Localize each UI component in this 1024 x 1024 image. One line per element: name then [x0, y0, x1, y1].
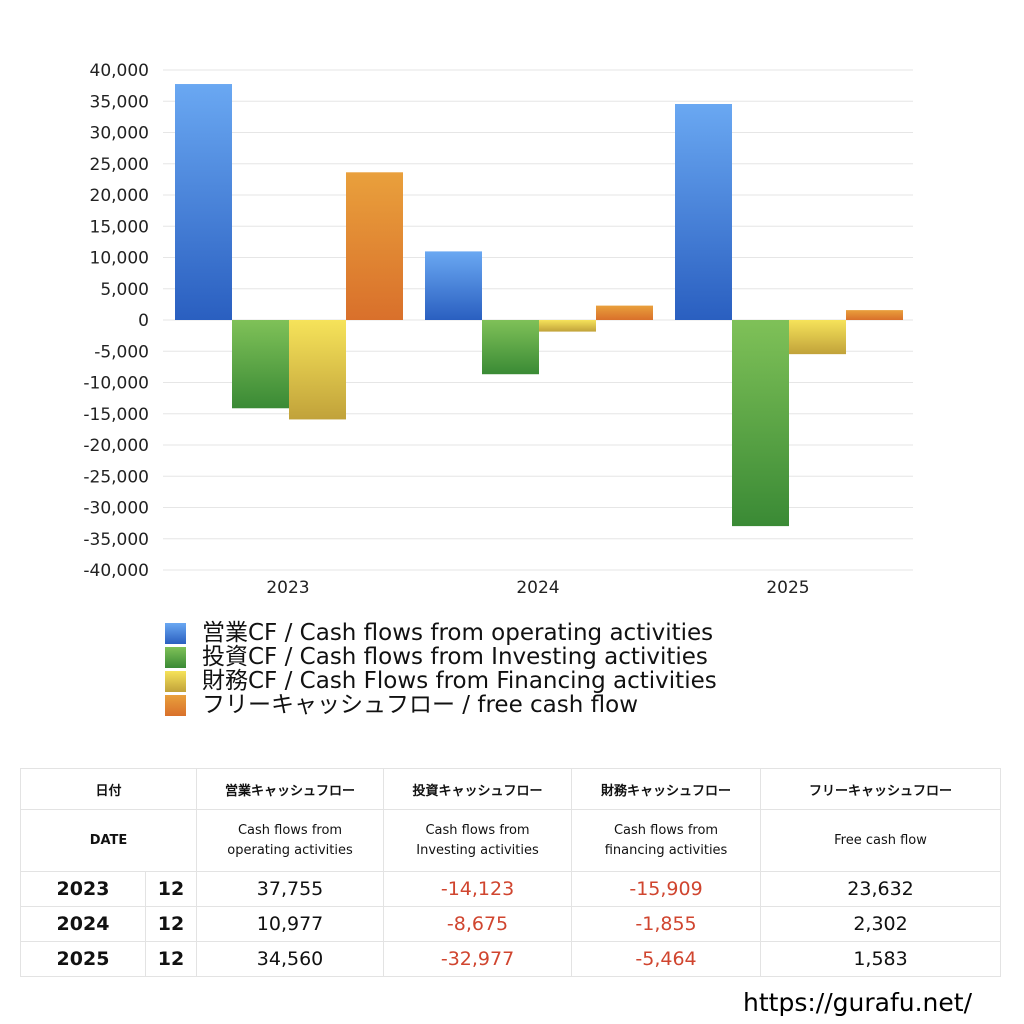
table-row: 2023 12 37,755 -14,123 -15,909 23,632: [20, 871, 1002, 907]
cash-flow-bar-chart: 40,000 35,000 30,000 25,000 20,000 15,000 10,0…: [83, 61, 913, 598]
bars: [175, 84, 903, 527]
bar-series-0-2023: [175, 84, 232, 320]
legend-swatch-free: [165, 694, 186, 716]
legend-swatch-financing: [165, 670, 186, 692]
y-tick-label: -5,000: [94, 342, 149, 362]
bar-series-2-2023: [289, 320, 346, 420]
legend-item-operating: 営業CF / Cash flows from operating activit…: [165, 621, 717, 645]
bar-series-2-2024: [539, 320, 596, 332]
y-tick-label: -35,000: [83, 530, 149, 550]
legend-swatch-investing: [165, 646, 186, 668]
legend-label-investing: 投資CF / Cash flows from Investing activit…: [202, 644, 708, 670]
y-tick-label: -40,000: [83, 561, 149, 581]
row-operating: 10,977: [196, 906, 385, 942]
bar-series-3-2023: [346, 172, 403, 320]
header-operating-jp: 営業キャッシュフロー: [196, 768, 385, 810]
bar-series-1-2024: [482, 320, 539, 375]
table-header-jp: 日付 営業キャッシュフロー 投資キャッシュフロー 財務キャッシュフロー フリーキ…: [19, 768, 1002, 810]
y-tick-label: -30,000: [83, 499, 149, 519]
bar-series-2-2025: [789, 320, 846, 355]
legend-item-free: フリーキャッシュフロー / free cash flow: [165, 693, 717, 717]
header-investing-en-line1: Cash flows from: [425, 822, 530, 838]
row-year: 2024: [20, 906, 146, 942]
bar-series-3-2024: [596, 305, 653, 320]
y-axis-ticks: 40,000 35,000 30,000 25,000 20,000 15,000 10,0…: [83, 61, 149, 581]
header-operating-en-line1: Cash flows from: [237, 822, 343, 838]
header-date-jp: 日付: [19, 768, 198, 810]
row-free: 23,632: [760, 871, 1002, 907]
x-axis-ticks: 2023 2024 2025: [266, 578, 809, 598]
y-tick-label: 35,000: [90, 92, 149, 112]
bar-series-3-2025: [846, 310, 903, 320]
header-financing-en-line2: financing activities: [604, 842, 728, 858]
header-operating-en-line2: operating activities: [227, 842, 353, 858]
bar-series-0-2024: [425, 251, 482, 320]
header-financing-en: Cash flows from financing activities: [571, 809, 762, 872]
row-investing: -8,675: [383, 906, 573, 942]
x-tick-label: 2024: [516, 578, 559, 598]
row-year: 2023: [20, 871, 146, 907]
row-operating: 37,755: [196, 871, 385, 907]
x-tick-label: 2023: [266, 578, 309, 598]
legend-label-financing: 財務CF / Cash Flows from Financing activit…: [202, 668, 717, 694]
legend-swatch-operating: [165, 622, 186, 644]
row-financing: -15,909: [571, 871, 762, 907]
y-tick-label: 15,000: [90, 217, 149, 237]
header-investing-en: Cash flows from Investing activities: [383, 809, 573, 872]
header-free-en: Free cash flow: [760, 809, 1002, 872]
header-investing-en-line2: Investing activities: [416, 842, 539, 858]
bar-series-1-2025: [732, 320, 789, 527]
row-financing: -1,855: [571, 906, 762, 942]
row-operating: 34,560: [196, 941, 385, 977]
y-tick-label: 30,000: [90, 124, 149, 144]
row-month: 12: [144, 906, 198, 942]
header-financing-jp: 財務キャッシュフロー: [571, 768, 762, 810]
row-financing: -5,464: [571, 941, 762, 977]
table-row: 2024 12 10,977 -8,675 -1,855 2,302: [20, 906, 1002, 942]
y-tick-label: 20,000: [90, 186, 149, 206]
header-investing-jp: 投資キャッシュフロー: [383, 768, 573, 810]
y-tick-label: -20,000: [83, 436, 149, 456]
y-tick-label: 10,000: [90, 249, 149, 269]
y-tick-label: 25,000: [90, 155, 149, 175]
legend-item-financing: 財務CF / Cash Flows from Financing activit…: [165, 669, 717, 693]
table-header-en: DATE Cash flows from operating activities…: [19, 809, 1002, 872]
row-investing: -14,123: [383, 871, 573, 907]
bar-series-0-2025: [675, 104, 732, 320]
y-tick-label: 5,000: [100, 280, 149, 300]
table-row: 2025 12 34,560 -32,977 -5,464 1,583: [20, 941, 1002, 977]
legend-label-operating: 営業CF / Cash flows from operating activit…: [202, 620, 714, 646]
row-investing: -32,977: [383, 941, 573, 977]
y-tick-label: 40,000: [90, 61, 149, 81]
header-date-en: DATE: [19, 809, 198, 872]
legend-item-investing: 投資CF / Cash flows from Investing activit…: [165, 645, 717, 669]
row-month: 12: [144, 941, 198, 977]
row-free: 1,583: [760, 941, 1002, 977]
header-financing-en-line1: Cash flows from: [613, 822, 719, 838]
y-tick-label: -10,000: [83, 374, 149, 394]
cash-flow-table: 日付 営業キャッシュフロー 投資キャッシュフロー 財務キャッシュフロー フリーキ…: [19, 768, 1002, 977]
header-free-jp: フリーキャッシュフロー: [760, 768, 1002, 810]
y-tick-label: -25,000: [83, 467, 149, 487]
chart-legend: 営業CF / Cash flows from operating activit…: [165, 621, 717, 717]
row-free: 2,302: [760, 906, 1002, 942]
row-month: 12: [144, 871, 198, 907]
y-tick-label: 0: [138, 311, 149, 331]
x-tick-label: 2025: [766, 578, 809, 598]
row-year: 2025: [20, 941, 146, 977]
header-operating-en: Cash flows from operating activities: [196, 809, 385, 872]
legend-label-free: フリーキャッシュフロー / free cash flow: [202, 692, 639, 718]
bar-series-1-2023: [232, 320, 289, 409]
source-link[interactable]: https://gurafu.net/: [743, 988, 972, 1017]
y-tick-label: -15,000: [83, 405, 149, 425]
